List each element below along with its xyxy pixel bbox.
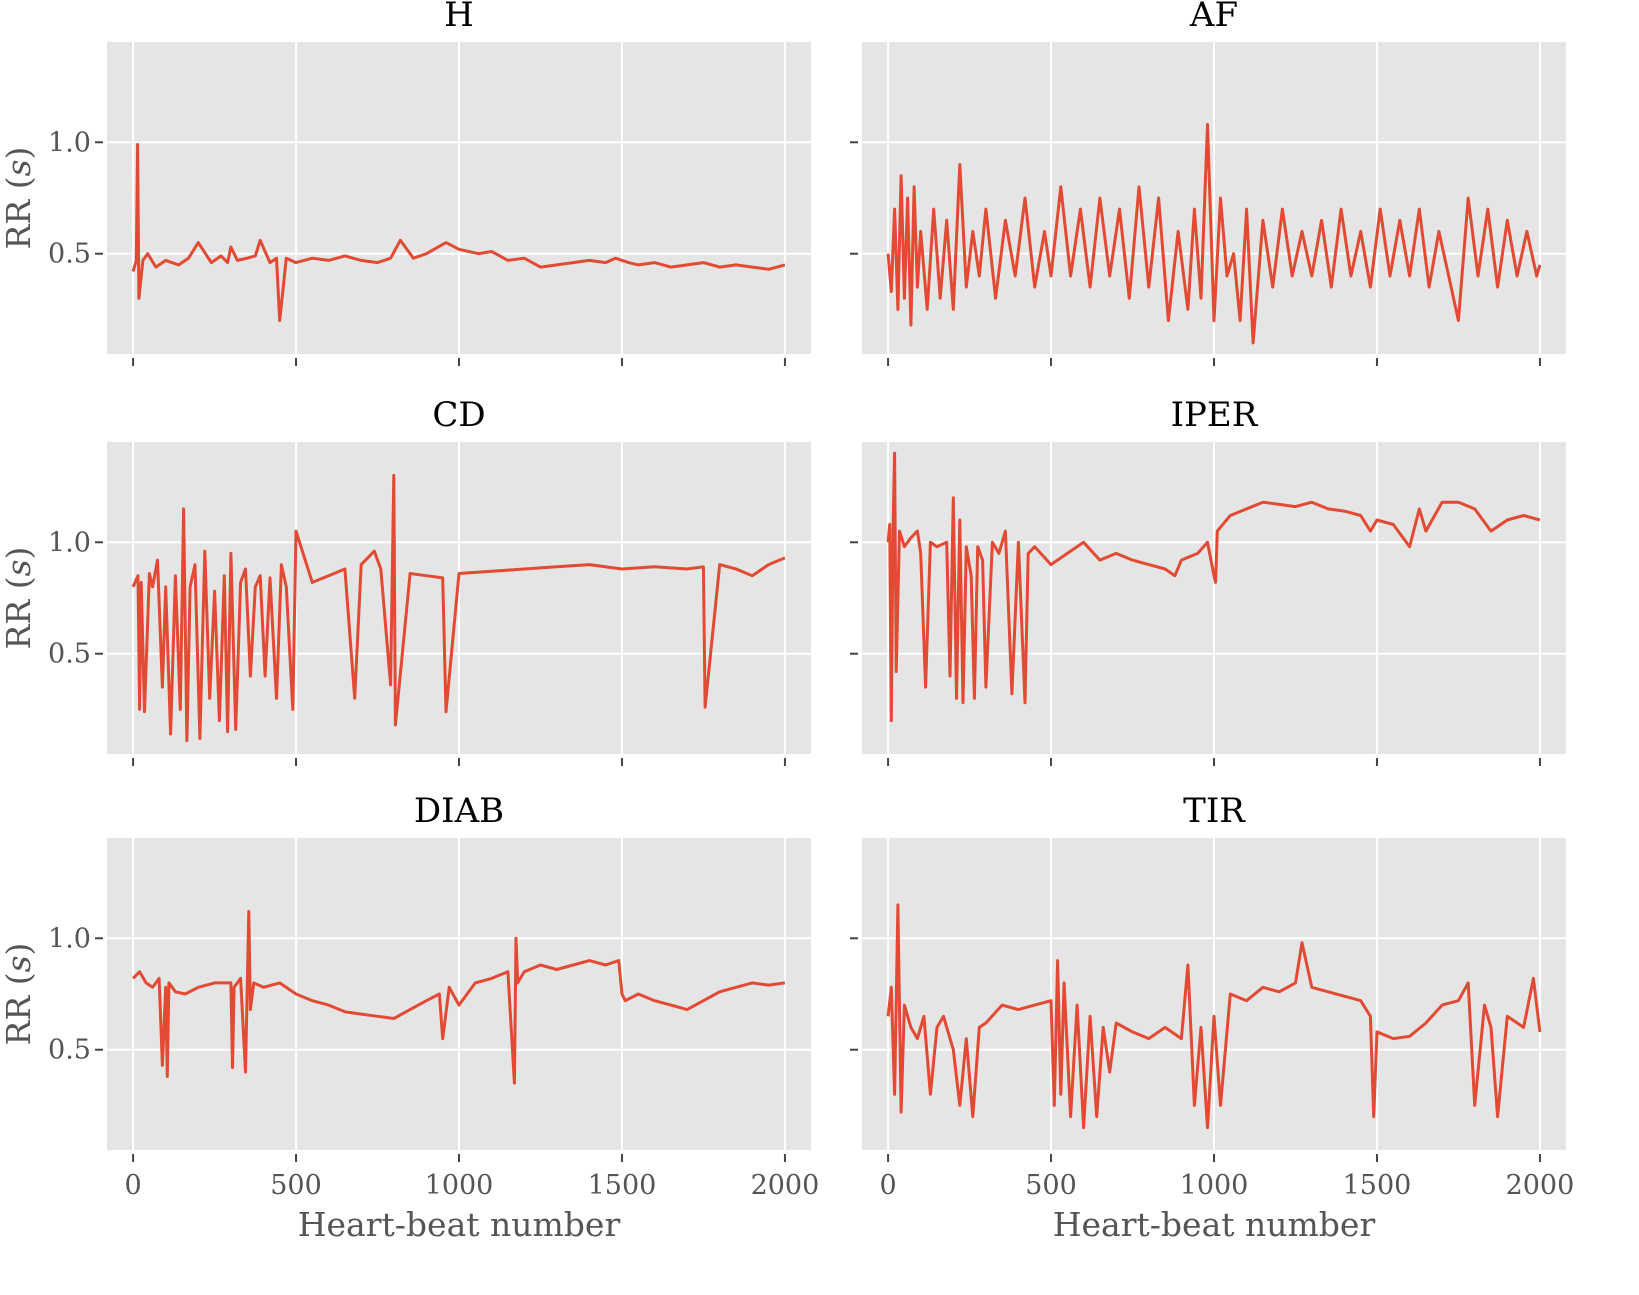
panel-title: CD	[432, 395, 485, 435]
y-axis-label-unit: s	[0, 955, 38, 972]
panel-title: DIAB	[414, 791, 504, 831]
x-tick-label: 1000	[425, 1170, 494, 1201]
y-axis-label-suffix: )	[0, 147, 38, 160]
y-tick-label: 0.5	[48, 239, 91, 270]
panel-title: H	[444, 0, 474, 35]
x-tick-label: 2000	[1506, 1170, 1575, 1201]
panel-title: TIR	[1183, 791, 1246, 831]
panel-title: IPER	[1171, 395, 1259, 435]
y-tick-label: 1.0	[48, 527, 91, 558]
x-tick-label: 500	[270, 1170, 322, 1201]
rr-series-line	[131, 473, 786, 743]
y-tick-label: 1.0	[48, 127, 91, 158]
x-tick-label: 2000	[751, 1170, 820, 1201]
y-tick-label: 0.5	[48, 639, 91, 670]
rr-series-line	[132, 910, 786, 1085]
y-tick-label: 0.5	[48, 1035, 91, 1066]
y-axis-label: RR (s)	[0, 943, 38, 1046]
rr-series-line	[131, 143, 786, 323]
x-tick-label: 0	[124, 1170, 141, 1201]
y-axis-label-prefix: RR (	[0, 176, 38, 249]
x-axis-label: Heart-beat number	[1053, 1205, 1376, 1244]
y-axis-label-prefix: RR (	[0, 576, 38, 649]
y-axis-label-suffix: )	[0, 547, 38, 560]
panel-title: AF	[1189, 0, 1238, 35]
y-axis-label: RR (s)	[0, 147, 38, 250]
y-tick-label: 1.0	[48, 923, 91, 954]
x-tick-label: 0	[879, 1170, 896, 1201]
x-tick-label: 1500	[1343, 1170, 1412, 1201]
y-axis-label-suffix: )	[0, 943, 38, 956]
rr-series-line	[886, 123, 1542, 345]
rr-series-line	[886, 903, 1542, 1130]
panel-cd: 0.5 1.0 CD RR (s)	[0, 395, 811, 766]
x-tick-label: 500	[1025, 1170, 1077, 1201]
x-axis-label: Heart-beat number	[298, 1205, 621, 1244]
y-axis-label-prefix: RR (	[0, 972, 38, 1045]
panel-af: AF	[850, 0, 1566, 366]
y-axis-label: RR (s)	[0, 547, 38, 650]
x-tick-label: 1000	[1180, 1170, 1249, 1201]
y-axis-label-unit: s	[0, 559, 38, 576]
panel-iper: IPER	[850, 395, 1566, 766]
y-axis-label-unit: s	[0, 159, 38, 176]
panel-tir: 0 500 1000 1500 2000 TIR Heart-beat number	[850, 791, 1574, 1244]
panel-h: 0.5 1.0 H RR (s)	[0, 0, 811, 366]
x-tick-label: 1500	[588, 1170, 657, 1201]
panel-diab: 0 500 1000 1500 2000 0.5 1.0 DIAB RR (s) Heart-be…	[0, 791, 819, 1244]
rr-series-line	[886, 451, 1541, 723]
